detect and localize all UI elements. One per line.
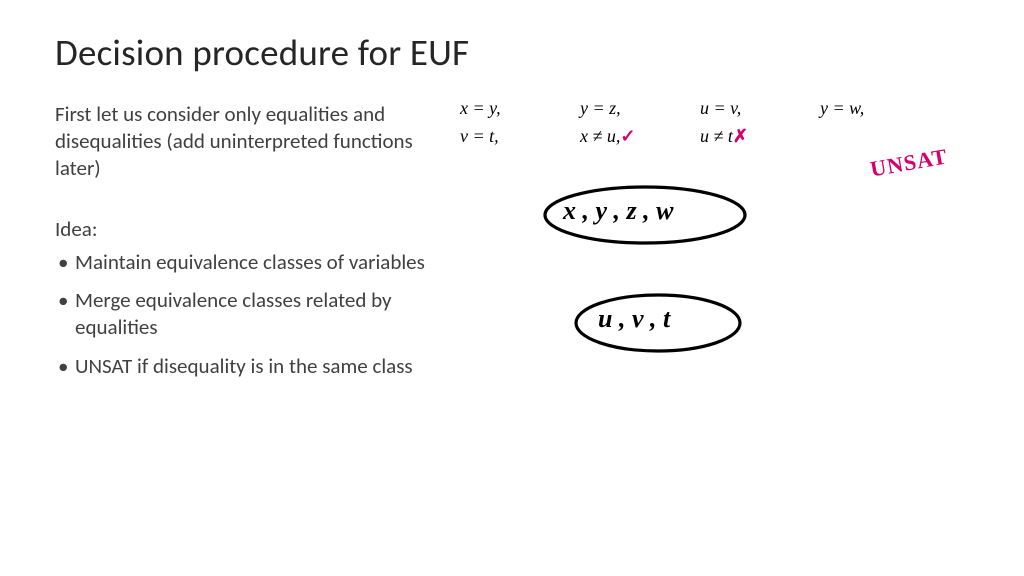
text-column: First let us consider only equalities an… <box>55 101 435 392</box>
idea-label: Idea: <box>55 216 435 243</box>
equiv-class-bubble: u , v , t <box>570 290 698 348</box>
equation-block: x = y, y = z, u = v, y = w, v = t, x ≠ u… <box>460 95 980 151</box>
bullet-item: UNSAT if disequality is in the same clas… <box>55 353 435 380</box>
equation-row: x = y, y = z, u = v, y = w, <box>460 95 980 123</box>
equation: u ≠ t✗ <box>700 123 820 151</box>
intro-paragraph: First let us consider only equalities an… <box>55 101 435 182</box>
equation: v = t, <box>460 123 580 151</box>
idea-bullets: Maintain equivalence classes of variable… <box>55 249 435 381</box>
cross-icon: ✗ <box>733 126 748 146</box>
equiv-class-text: u , v , t <box>570 290 698 348</box>
equiv-class-bubble: x , y , z , w <box>535 182 702 240</box>
bullet-item: Maintain equivalence classes of variable… <box>55 249 435 276</box>
equation: x ≠ u,✓ <box>580 123 700 151</box>
checkmark-icon: ✓ <box>620 126 635 146</box>
equiv-class-text: x , y , z , w <box>535 182 702 240</box>
equation: u = v, <box>700 95 820 123</box>
equation-row: v = t, x ≠ u,✓ u ≠ t✗ <box>460 123 980 151</box>
equation: x = y, <box>460 95 580 123</box>
slide-title: Decision procedure for EUF <box>55 30 969 75</box>
equation: y = z, <box>580 95 700 123</box>
bullet-item: Merge equivalence classes related by equ… <box>55 287 435 341</box>
equation: y = w, <box>820 95 940 123</box>
